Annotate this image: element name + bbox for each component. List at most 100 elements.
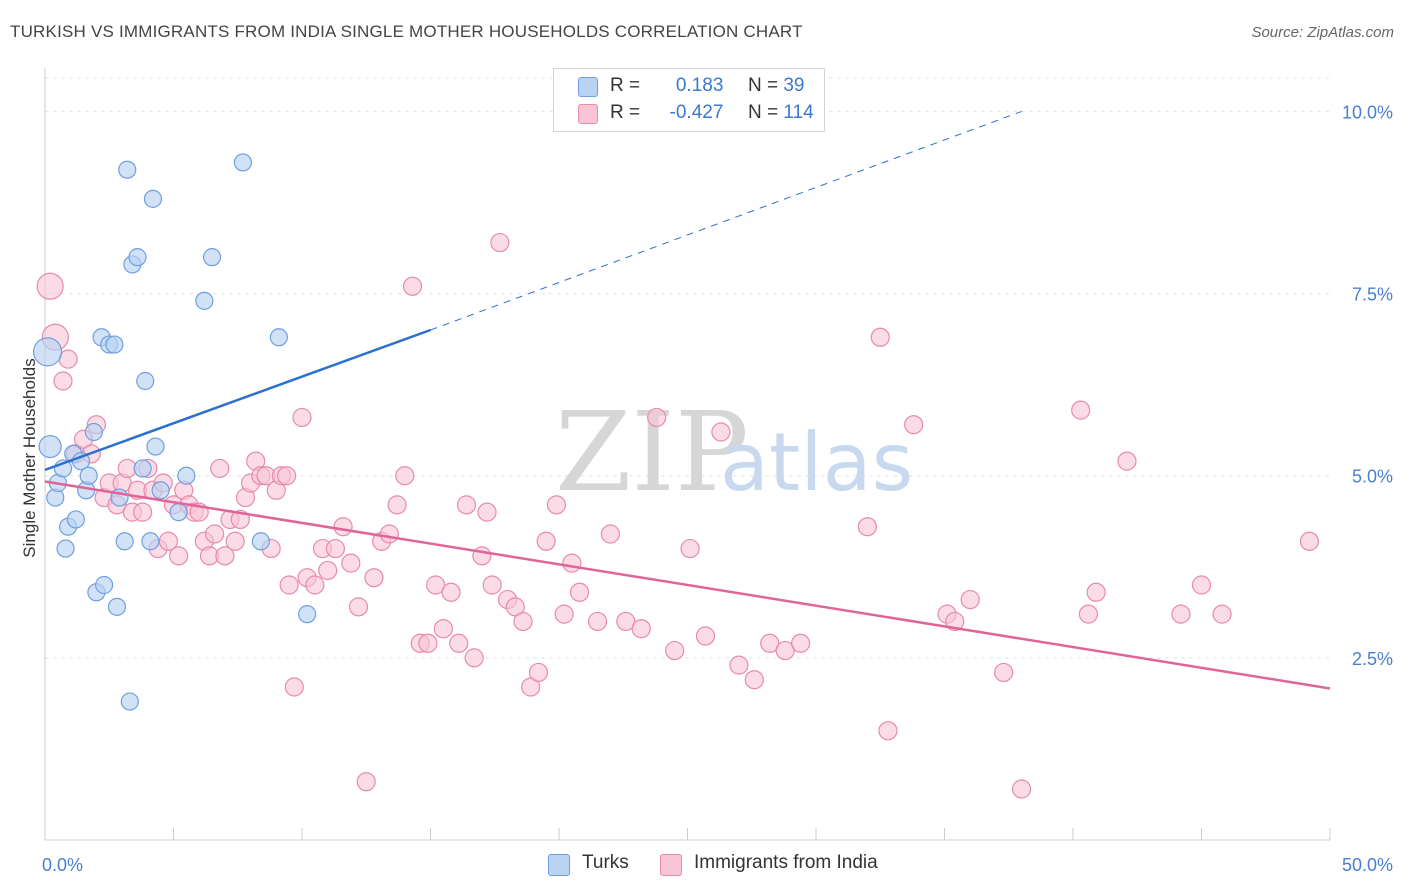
india-point [1011,779,1032,799]
india-point [333,517,353,537]
india-point [1117,451,1137,471]
india-legend-swatch [660,854,682,876]
india-point [418,633,438,653]
india-point [482,575,502,595]
india-point [857,517,878,537]
turks-trendline-extension [430,110,1022,331]
turks-point [251,532,270,551]
india-legend-label: Immigrants from India [694,852,878,873]
turks-point [146,437,165,456]
india-point [490,232,510,253]
india-point [631,619,651,639]
india-point [325,538,346,559]
india-point [356,772,376,792]
india-point [554,604,574,624]
india-point [1212,604,1232,624]
turks-swatch [578,77,598,97]
india-point [402,276,423,296]
india-point [472,546,492,566]
india-r-value: -0.427 [669,102,724,123]
india-point [205,524,225,544]
turks-n-value: 39 [783,75,805,96]
india-point [169,546,189,566]
india-point [36,272,64,300]
turks-point [141,532,160,551]
turks-point [79,466,98,485]
turks-point [195,291,214,310]
y-tick-label: 5.0% [1352,467,1393,487]
source-label: Source: ZipAtlas.com [1251,24,1394,41]
india-point [133,502,153,522]
india-point [616,611,636,632]
y-tick-label: 10.0% [1342,102,1393,122]
india-point [536,531,556,551]
turks-point [105,335,124,354]
turks-point [66,510,85,529]
turks-point [151,481,170,500]
legend: R = 0.183 N = 39 R = -0.427 N = 114 [553,68,825,132]
india-point [305,575,325,595]
india-point [729,655,749,675]
india-point [379,524,399,544]
turks-point [120,692,139,711]
turks-point [115,532,134,551]
turks-point [269,328,288,347]
turks-point [95,575,114,595]
india-point [348,597,369,617]
india-point [456,495,477,515]
turks-legend-label: Turks [582,852,629,873]
legend-n-label: N = [747,75,779,96]
india-point [387,495,407,515]
india-point [546,495,567,515]
turks-point [169,503,188,522]
india-point [870,327,890,347]
india-point [960,589,980,610]
turks-point [136,371,155,391]
turks-legend-swatch [548,854,570,876]
india-point [775,640,795,661]
chart-title: TURKISH VS IMMIGRANTS FROM INDIA SINGLE … [10,22,803,41]
india-point [790,633,811,653]
india-point [449,633,469,653]
y-axis-label: Single Mother Households [20,358,39,557]
watermark-atlas: atlas [720,416,913,509]
india-point [744,670,764,690]
india-point [878,721,898,741]
india-trendline [44,480,1331,690]
india-point [528,662,549,683]
india-point [665,640,685,661]
india-point [569,582,590,602]
turks-point [128,248,147,267]
watermark: ZIP atlas [555,388,913,516]
turks-point [298,605,317,624]
turks-point [233,153,252,172]
india-point [292,407,312,428]
india-point [994,662,1014,683]
y-tick-label: 7.5% [1352,285,1393,305]
india-point [600,524,621,544]
india-point [341,553,361,573]
india-point [587,611,608,632]
india-point [318,560,338,581]
india-point [395,466,415,486]
india-point [464,648,484,668]
turks-point [202,248,222,267]
india-point [1191,575,1212,595]
india-point [680,538,700,559]
india-point [760,633,780,653]
india-point [426,575,446,595]
india-point [441,582,461,602]
turks-trendline [44,328,431,472]
india-point [215,546,235,566]
tick-labels: 2.5% 5.0% 7.5% 10.0% 0.0% 50.0% [42,102,1393,875]
x-tick-label: 0.0% [42,855,83,875]
india-point [433,619,453,639]
legend-r-label: R = [610,102,641,123]
turks-point [143,189,163,208]
trendlines [44,110,1331,690]
y-tick-label: 2.5% [1352,649,1393,669]
india-point [477,502,497,522]
turks-point [38,434,62,459]
india-point [1299,531,1320,551]
india-point [513,611,533,632]
